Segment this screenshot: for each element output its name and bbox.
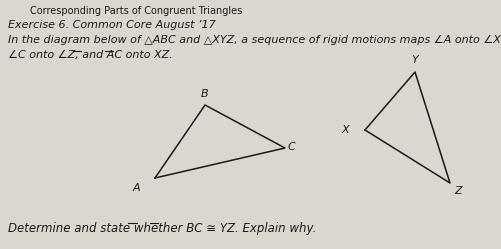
Text: ∠C onto ∠Z, and AC onto XZ.: ∠C onto ∠Z, and AC onto XZ. [8, 50, 172, 60]
Text: C: C [288, 142, 295, 152]
Text: Y: Y [411, 55, 417, 65]
Text: Corresponding Parts of Congruent Triangles: Corresponding Parts of Congruent Triangl… [30, 6, 242, 16]
Text: Exercise 6. Common Core August ’17: Exercise 6. Common Core August ’17 [8, 20, 215, 30]
Text: Determine and state whether BC ≅ YZ. Explain why.: Determine and state whether BC ≅ YZ. Exp… [8, 222, 316, 235]
Text: Z: Z [453, 186, 461, 196]
Text: A: A [132, 183, 140, 193]
Text: In the diagram below of △ABC and △XYZ, a sequence of rigid motions maps ∠A onto : In the diagram below of △ABC and △XYZ, a… [8, 35, 501, 45]
Text: X: X [341, 125, 348, 135]
Text: B: B [201, 89, 208, 99]
